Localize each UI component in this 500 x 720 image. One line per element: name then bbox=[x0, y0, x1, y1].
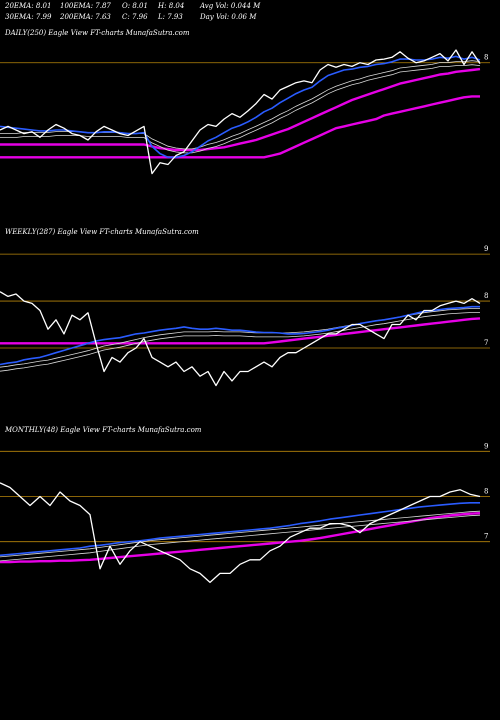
series-line bbox=[0, 95, 480, 159]
panel-title: WEEKLY(287) Eagle View FT-charts MunafaS… bbox=[5, 228, 199, 236]
open-label: O: 8.01 bbox=[122, 2, 148, 10]
tick-label: 9 bbox=[484, 442, 488, 450]
high-label: H: 8.04 bbox=[158, 2, 185, 10]
series-line bbox=[0, 482, 481, 584]
panel-0: DAILY(250) Eagle View FT-charts MunafaSu… bbox=[0, 29, 490, 175]
series-line bbox=[0, 55, 481, 159]
panel-title: MONTHLY(48) Eagle View FT-charts MunafaS… bbox=[4, 426, 202, 434]
tick-label: 7 bbox=[484, 533, 488, 541]
tick-label: 8 bbox=[484, 54, 488, 62]
series-line bbox=[0, 49, 481, 175]
panel-1: WEEKLY(287) Eagle View FT-charts MunafaS… bbox=[0, 228, 490, 387]
panel-2: MONTHLY(48) Eagle View FT-charts MunafaS… bbox=[0, 426, 490, 584]
stats-header: 20EMA: 8.01 100EMA: 7.87 O: 8.01 H: 8.04… bbox=[5, 2, 495, 26]
series-line bbox=[0, 510, 481, 558]
ema30-label: 30EMA: 7.99 bbox=[5, 13, 52, 21]
tick-label: 7 bbox=[484, 339, 488, 347]
low-label: L: 7.93 bbox=[158, 13, 183, 21]
panel-title: DAILY(250) Eagle View FT-charts MunafaSu… bbox=[4, 29, 190, 37]
series-line bbox=[0, 514, 481, 562]
series-line bbox=[0, 305, 480, 366]
series-line bbox=[0, 512, 481, 564]
ema200-label: 200EMA: 7.63 bbox=[60, 13, 111, 21]
ema100-label: 100EMA: 7.87 bbox=[60, 2, 111, 10]
close-label: C: 7.96 bbox=[122, 13, 148, 21]
series-line bbox=[0, 291, 481, 387]
series-line bbox=[0, 67, 481, 152]
series-line bbox=[0, 312, 480, 372]
day-vol-label: Day Vol: 0.06 M bbox=[200, 13, 257, 21]
ema20-label: 20EMA: 8.01 bbox=[5, 2, 52, 10]
series-line bbox=[0, 317, 481, 345]
avg-vol-label: Avg Vol: 0.044 M bbox=[200, 2, 261, 10]
tick-label: 8 bbox=[484, 292, 488, 300]
tick-label: 8 bbox=[484, 488, 488, 496]
tick-label: 9 bbox=[484, 245, 488, 253]
series-line bbox=[0, 501, 480, 557]
